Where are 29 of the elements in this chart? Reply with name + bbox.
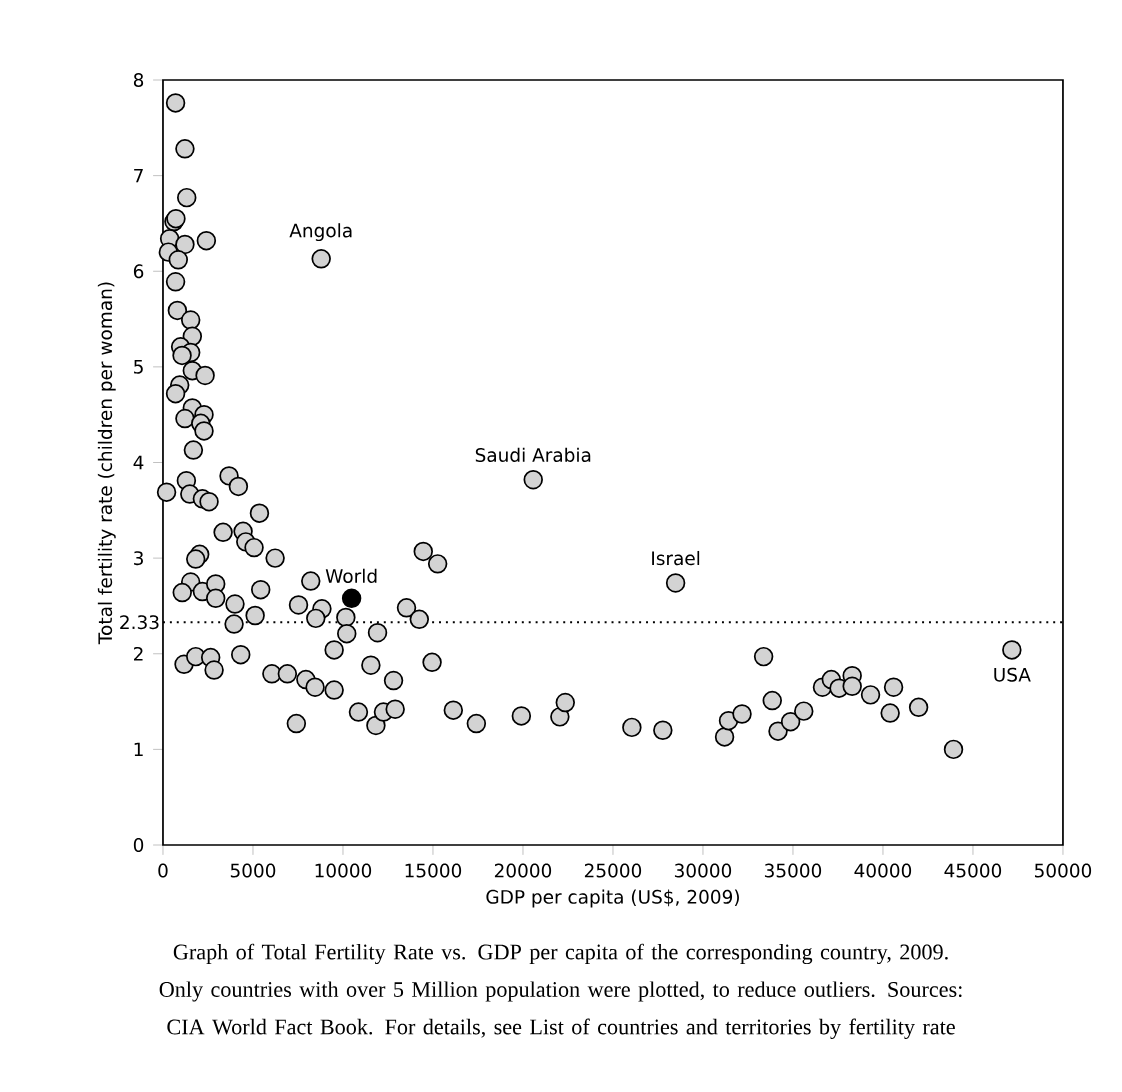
y-tick-label: 4: [133, 455, 144, 470]
ref-line-label: 2.33: [120, 615, 159, 630]
y-tick-label: 3: [134, 551, 143, 566]
annotation: Israel: [652, 550, 700, 566]
y-tick-label: 7: [134, 168, 143, 183]
annotation: Angola: [289, 223, 352, 242]
x-tick-label: 40000: [854, 863, 912, 878]
x-tick-label: 45000: [944, 863, 1002, 878]
annotation: USA: [994, 667, 1031, 682]
x-tick-label: 35000: [764, 863, 822, 878]
x-tick-label: 0: [158, 863, 168, 878]
annotation: Saudi Arabia: [475, 447, 591, 462]
x-tick-label: 15000: [405, 863, 462, 878]
y-tick-label: 1: [134, 742, 143, 757]
x-tick-label: 25000: [584, 863, 642, 878]
x-tick-label: 50000: [1034, 863, 1092, 878]
x-axis-title: GDP per capita (US$, 2009): [486, 889, 739, 908]
y-tick-label: 8: [133, 73, 144, 87]
y-tick-label: 5: [134, 360, 143, 374]
x-tick-label: 5000: [230, 863, 276, 878]
y-tick-label: 2: [134, 646, 143, 661]
series-label: World: [325, 568, 377, 584]
y-tick-label: 6: [133, 264, 144, 279]
x-tick-label: 20000: [494, 863, 552, 878]
x-tick-label: 30000: [674, 863, 732, 878]
x-tick-label: 10000: [315, 863, 372, 878]
y-tick-label: 0: [133, 838, 144, 852]
y-axis-title: Total fertility rate (children per woman): [97, 282, 116, 645]
text: Graph of Total Fertility Rate vs. GDP per capita of the corresponding country, 2009. Only countries with over 5 Million population were plotted, to reduce outliers. Sources: CIA World Fact Book. For details, see List of countries and territories by fertility rate: [159, 943, 962, 1040]
